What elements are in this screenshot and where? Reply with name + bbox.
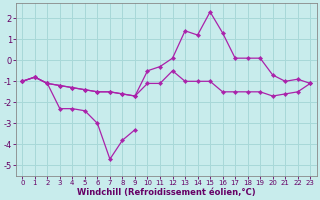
X-axis label: Windchill (Refroidissement éolien,°C): Windchill (Refroidissement éolien,°C) xyxy=(77,188,256,197)
